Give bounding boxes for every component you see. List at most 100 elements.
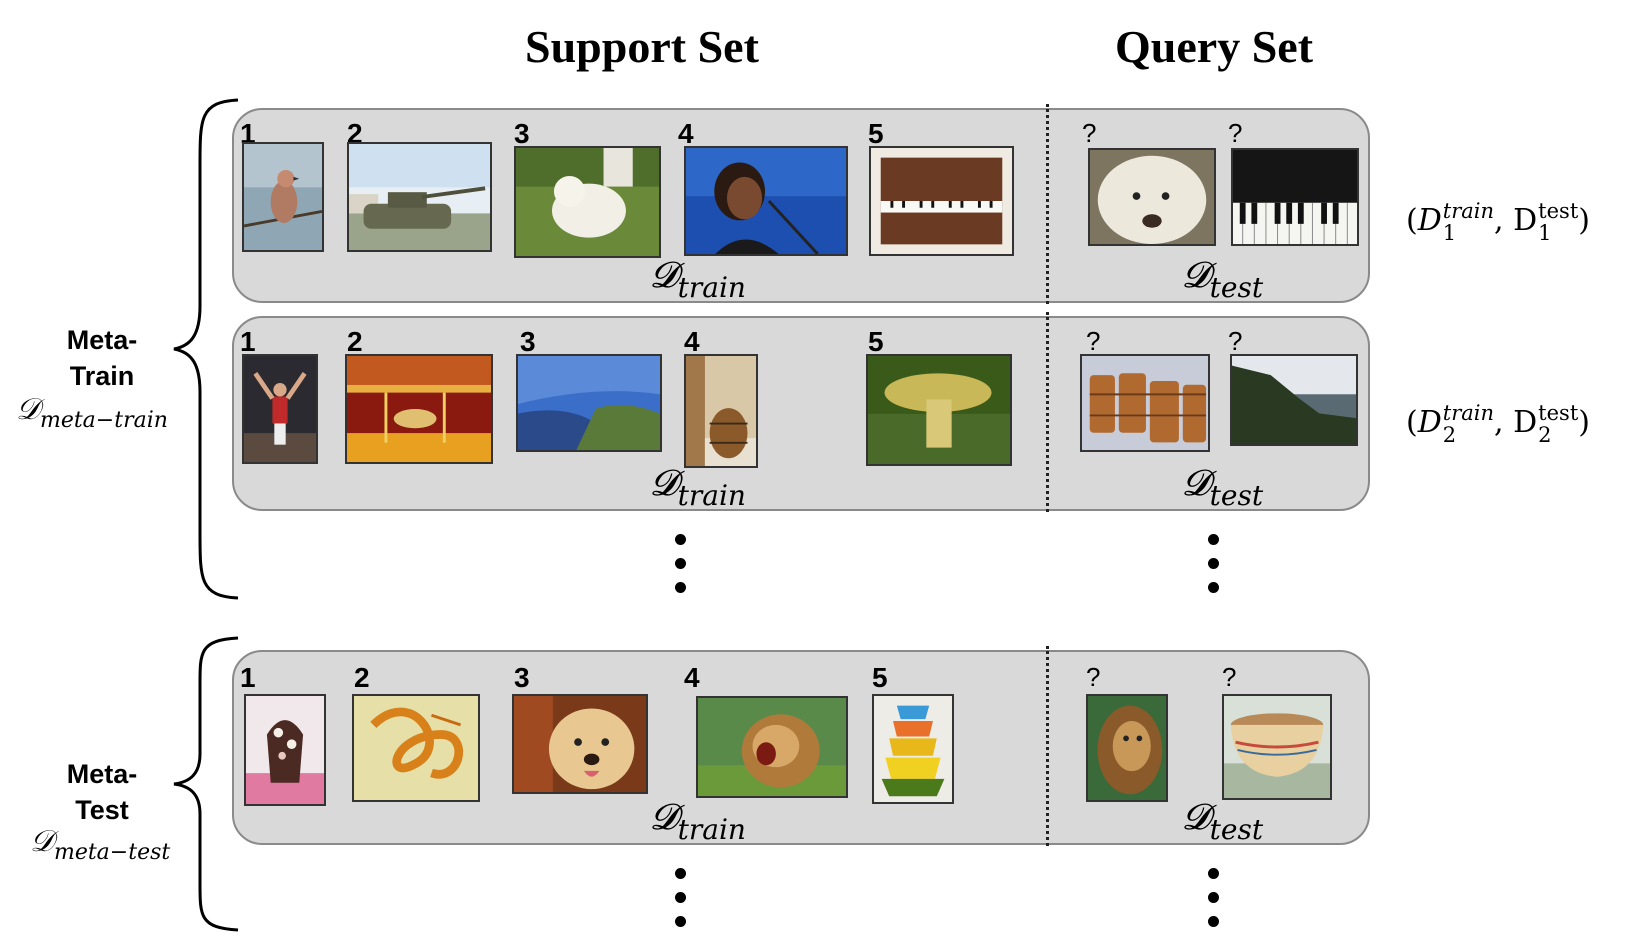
task-1-query-image-piano-keys: [1231, 148, 1359, 246]
meta-test-line1: Meta-: [66, 759, 138, 789]
task-1-support-image-bird: [242, 142, 324, 252]
task-3-query-image-lion: [1086, 694, 1168, 802]
task-2-test-label-sub: test: [1209, 479, 1264, 512]
task-3-test-label: 𝓓test: [1182, 800, 1263, 844]
meta-test-label: Meta- Test: [52, 756, 152, 828]
task-2-support-number-2: 2: [347, 326, 363, 357]
task-3-support-number-3: 3: [514, 662, 530, 693]
query-set-header: Query Set: [1115, 21, 1314, 72]
task-2-train-label: 𝓓train: [650, 466, 746, 510]
task-2-support-number-5: 5: [868, 326, 884, 357]
task-1-train-label-symbol: 𝓓: [650, 255, 678, 296]
task-3-support-number-2: 2: [354, 662, 370, 693]
task-2-train-label-sub: train: [677, 479, 746, 512]
task-2-support-image-mushroom: [866, 354, 1012, 466]
task-1-pair-sub-train: 1: [1442, 221, 1457, 246]
task-1-train-label-sub: train: [677, 271, 746, 304]
meta-train-math: 𝒟meta−train: [16, 392, 168, 433]
task-2-support-image-gymnast: [242, 354, 318, 464]
task-1-pair-d-train: D: [1417, 203, 1442, 239]
task-3-support-number-1: 1: [240, 662, 256, 693]
task-1-train-label: 𝓓train: [650, 258, 746, 302]
task-3-test-label-symbol: 𝓓: [1182, 797, 1210, 838]
task-2-pair-sup-test: test: [1538, 401, 1579, 425]
task-3-query-mark-1: ?: [1086, 662, 1101, 692]
task-1-test-label: 𝓓test: [1182, 258, 1263, 302]
task-2-query-image-sea-cliffs: [1230, 354, 1358, 446]
task-2-pair-close: ): [1578, 405, 1590, 441]
task-1-pair-close: ): [1578, 203, 1590, 239]
meta-train-line2: Train: [69, 361, 135, 391]
task-1-separator: [1046, 104, 1049, 304]
task-1-pair-d-test: D: [1513, 203, 1538, 239]
task-2-train-label-symbol: 𝓓: [650, 463, 678, 504]
task-2-support-image-barrel: [684, 354, 758, 468]
task-3-train-label-symbol: 𝓓: [650, 797, 678, 838]
task-3-support-image-roaring-lion: [696, 696, 848, 798]
meta-test-math: 𝒟meta−test: [30, 824, 170, 865]
meta-test-line2: Test: [75, 795, 129, 825]
task-3-support-image-dessert: [244, 694, 326, 806]
task-2-pair-d-train: D: [1417, 405, 1442, 441]
task-3-support-number-4: 4: [684, 662, 700, 693]
meta-train-line1: Meta-: [66, 325, 138, 355]
task-2-support-number-4: 4: [684, 326, 700, 357]
task-3-support-image-golden-dog: [512, 694, 648, 794]
meta-train-math-symbol: 𝒟: [16, 392, 40, 427]
task-3-test-label-sub: test: [1209, 813, 1264, 846]
task-1-query-image-white-dog-closeup: [1088, 148, 1216, 246]
task-2-pair-d-test: D: [1513, 405, 1538, 441]
task-1-support-image-piano: [869, 146, 1014, 256]
task-2-support-number-3: 3: [520, 326, 536, 357]
task-3-query-image-bowl: [1222, 694, 1332, 800]
task-3-train-label: 𝓓train: [650, 800, 746, 844]
task-1-support-image-white-dog: [514, 146, 661, 258]
task-2-pair-sup-train: train: [1442, 401, 1495, 425]
task-2-support-number-1: 1: [240, 326, 256, 357]
task-1-pair-sup-test: test: [1538, 199, 1579, 223]
task-1-query-mark-1: ?: [1082, 118, 1097, 148]
task-1-test-label-symbol: 𝓓: [1182, 255, 1210, 296]
task-1-test-label-sub: test: [1209, 271, 1264, 304]
task-2-pair-sub-train: 2: [1442, 423, 1457, 448]
task-2-pair-comma: ,: [1494, 405, 1514, 441]
task-2-pair-sub-test: 2: [1538, 423, 1552, 448]
support-set-header: Support Set: [525, 21, 759, 72]
task-1-support-image-singer: [684, 146, 848, 256]
meta-test-brace: [173, 636, 239, 932]
task-2-pair-open: (: [1406, 405, 1418, 441]
meta-test-math-symbol: 𝒟: [30, 824, 54, 859]
task-2-query-image-barrels: [1080, 354, 1210, 452]
task-2-support-image-cliffs: [516, 354, 662, 452]
task-3-separator: [1046, 646, 1049, 846]
meta-train-math-sub: meta−train: [39, 408, 168, 433]
meta-test-query-ellipsis: [1208, 868, 1220, 940]
task-1-support-image-tank: [347, 142, 492, 252]
task-1-query-mark-2: ?: [1228, 118, 1243, 148]
task-2-query-mark-2: ?: [1228, 326, 1243, 356]
task-3-support-image-noodle: [352, 694, 480, 802]
task-1-support-number-2: 2: [347, 118, 363, 149]
task-1-pair-sub-test: 1: [1538, 221, 1552, 246]
meta-train-brace: [173, 98, 239, 600]
task-1-pair-comma: ,: [1494, 203, 1514, 239]
task-2-test-label-symbol: 𝓓: [1182, 463, 1210, 504]
meta-test-support-ellipsis: [675, 868, 687, 940]
task-2-test-label: 𝓓test: [1182, 466, 1263, 510]
task-1-pair-open: (: [1406, 203, 1418, 239]
task-3-query-mark-2: ?: [1222, 662, 1237, 692]
meta-test-math-sub: meta−test: [53, 840, 171, 865]
task-1-support-number-1: 1: [240, 118, 256, 149]
task-1-support-number-3: 3: [514, 118, 530, 149]
task-3-support-number-5: 5: [872, 662, 888, 693]
task-1-pair-sup-train: train: [1442, 199, 1495, 223]
task-2-separator: [1046, 312, 1049, 512]
task-1-support-number-5: 5: [868, 118, 884, 149]
task-1-support-number-4: 4: [678, 118, 694, 149]
task-3-support-image-bowls: [872, 694, 954, 804]
task-3-train-label-sub: train: [677, 813, 746, 846]
meta-train-query-ellipsis: [1208, 534, 1220, 606]
task-2-support-image-carousel: [345, 354, 493, 464]
